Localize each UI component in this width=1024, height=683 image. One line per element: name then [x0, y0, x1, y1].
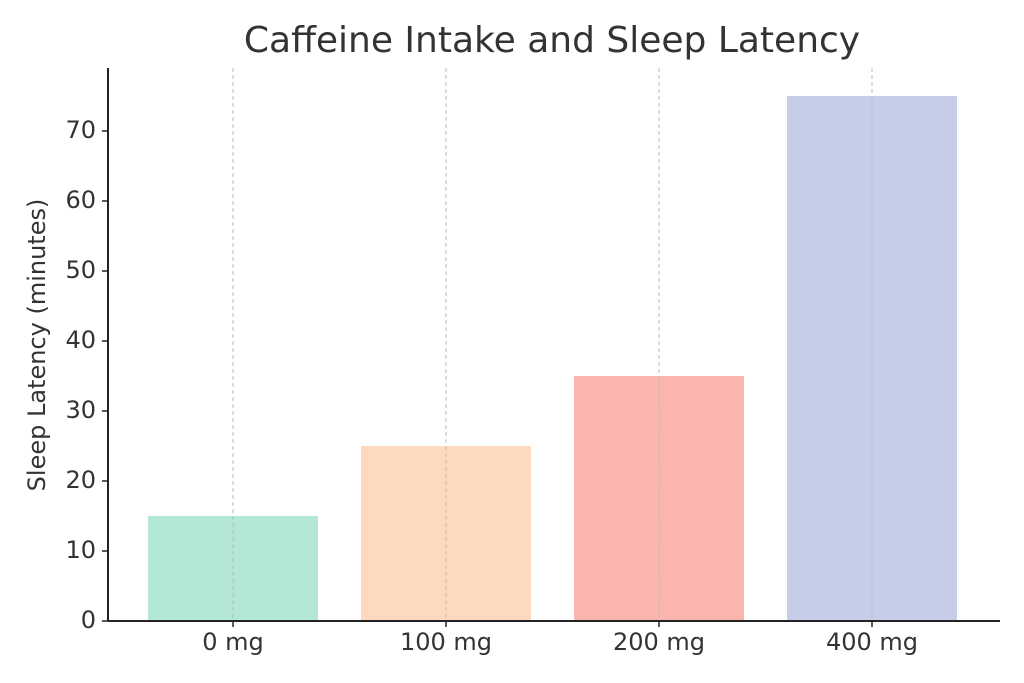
x-tick-label: 200 mg — [613, 628, 705, 656]
y-tick-label: 40 — [65, 326, 96, 354]
y-tick-label: 30 — [65, 396, 96, 424]
y-tick-label: 70 — [65, 116, 96, 144]
x-tick-label: 0 mg — [202, 628, 264, 656]
y-tick-label: 10 — [65, 536, 96, 564]
y-tick-label: 0 — [81, 606, 96, 634]
y-tick-label: 20 — [65, 466, 96, 494]
x-tick-label: 100 mg — [400, 628, 492, 656]
chart-title: Caffeine Intake and Sleep Latency — [244, 20, 860, 61]
y-tick-label: 50 — [65, 256, 96, 284]
x-tick-label: 400 mg — [826, 628, 918, 656]
y-tick-label: 60 — [65, 186, 96, 214]
y-axis-label: Sleep Latency (minutes) — [23, 199, 51, 492]
